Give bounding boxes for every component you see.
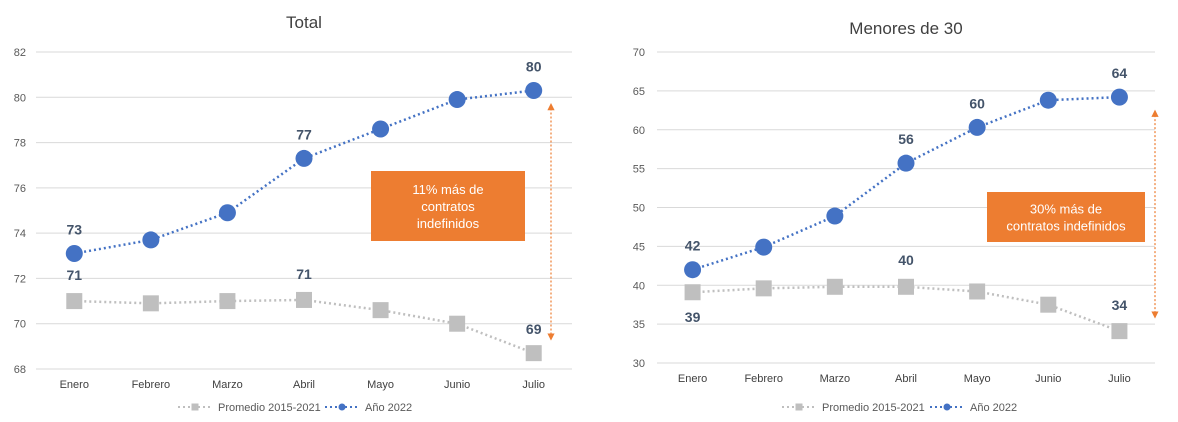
- data-label: 39: [685, 309, 701, 325]
- y-tick-label: 76: [14, 183, 26, 195]
- chart-2: Menores de 30 30 35 40 45 50 55 60 65 70 Enero Febr…: [633, 19, 1159, 414]
- x-tick-label: Marzo: [212, 379, 243, 391]
- legend-label: Promedio 2015-2021: [218, 402, 321, 414]
- y-tick-label: 72: [14, 273, 26, 285]
- data-point: [1040, 296, 1057, 313]
- data-point: [1110, 88, 1128, 106]
- data-point: [449, 315, 466, 332]
- x-tick-label: Abril: [895, 373, 917, 385]
- data-point: [968, 118, 986, 136]
- legend-marker: [943, 403, 951, 411]
- data-point: [826, 207, 844, 225]
- data-point: [372, 302, 389, 319]
- legend-label: Promedio 2015-2021: [822, 402, 925, 414]
- x-tick-label: Abril: [293, 379, 315, 391]
- x-tick-label: Junio: [1035, 373, 1061, 385]
- y-tick-label: 78: [14, 138, 26, 150]
- data-point: [142, 295, 159, 312]
- data-point: [1039, 91, 1057, 109]
- legend-marker: [795, 403, 803, 411]
- data-label: 40: [898, 252, 914, 268]
- y-tick-label: 80: [14, 92, 26, 104]
- data-point: [448, 91, 466, 109]
- data-point: [755, 238, 773, 256]
- x-tick-label: Julio: [522, 379, 545, 391]
- x-tick-label: Febrero: [744, 373, 783, 385]
- data-point: [969, 283, 986, 300]
- annotation-box: [987, 192, 1145, 242]
- y-tick-label: 68: [14, 364, 26, 376]
- data-point: [142, 231, 160, 249]
- x-tick-label: Mayo: [367, 379, 394, 391]
- y-tick-label: 35: [633, 319, 645, 331]
- y-tick-label: 70: [14, 319, 26, 331]
- annotation-text: contratos indefinidos: [1006, 219, 1126, 234]
- data-label: 42: [685, 238, 701, 254]
- legend-marker: [338, 403, 346, 411]
- data-label: 69: [526, 321, 542, 337]
- annotation-box: [371, 171, 525, 241]
- x-tick-label: Marzo: [820, 373, 851, 385]
- data-point: [372, 120, 390, 138]
- y-tick-label: 70: [633, 47, 645, 59]
- x-tick-label: Enero: [678, 373, 707, 385]
- data-label: 73: [66, 222, 82, 238]
- y-tick-label: 74: [14, 228, 26, 240]
- data-point: [219, 293, 236, 310]
- data-point: [898, 278, 914, 295]
- data-label: 80: [526, 58, 542, 74]
- y-tick-label: 50: [633, 203, 645, 215]
- y-tick-label: 82: [14, 47, 26, 59]
- y-tick-label: 45: [633, 241, 645, 253]
- data-point: [755, 280, 772, 297]
- data-label: 64: [1112, 65, 1128, 81]
- data-label: 56: [898, 131, 914, 147]
- data-label: 60: [969, 95, 985, 111]
- data-label: 71: [66, 267, 82, 283]
- chart-title: Total: [286, 13, 322, 32]
- chart-title: Menores de 30: [849, 19, 962, 38]
- y-tick-label: 30: [633, 358, 645, 370]
- data-point: [65, 245, 83, 263]
- annotation-text: contratos: [421, 199, 475, 214]
- legend-marker: [191, 403, 199, 411]
- data-point: [684, 261, 702, 279]
- data-point: [684, 284, 701, 301]
- annotation-text: indefinidos: [417, 216, 480, 231]
- data-point: [826, 278, 843, 295]
- legend-label: Año 2022: [365, 402, 412, 414]
- x-tick-label: Mayo: [964, 373, 991, 385]
- y-tick-label: 40: [633, 280, 645, 292]
- data-point: [1111, 323, 1128, 340]
- data-point: [66, 293, 83, 310]
- y-tick-label: 60: [633, 125, 645, 137]
- y-tick-label: 55: [633, 164, 645, 176]
- x-tick-label: Julio: [1108, 373, 1131, 385]
- legend-label: Año 2022: [970, 402, 1017, 414]
- data-point: [525, 81, 543, 99]
- y-tick-label: 65: [633, 86, 645, 98]
- data-label: 34: [1112, 297, 1128, 313]
- chart-1: Total 68 70 72 74 76 78 80 82 Enero Febrero Marzo Ab…: [14, 13, 572, 414]
- x-tick-label: Enero: [60, 379, 89, 391]
- data-point: [897, 154, 915, 172]
- data-label: 71: [296, 266, 312, 282]
- data-point: [218, 204, 236, 222]
- data-point: [525, 345, 542, 362]
- annotation-text: 11% más de: [412, 182, 483, 197]
- data-point: [295, 149, 313, 167]
- x-tick-label: Febrero: [132, 379, 171, 391]
- data-point: [296, 291, 312, 308]
- x-tick-label: Junio: [444, 379, 470, 391]
- annotation-text: 30% más de: [1030, 202, 1102, 217]
- data-label: 77: [296, 126, 312, 142]
